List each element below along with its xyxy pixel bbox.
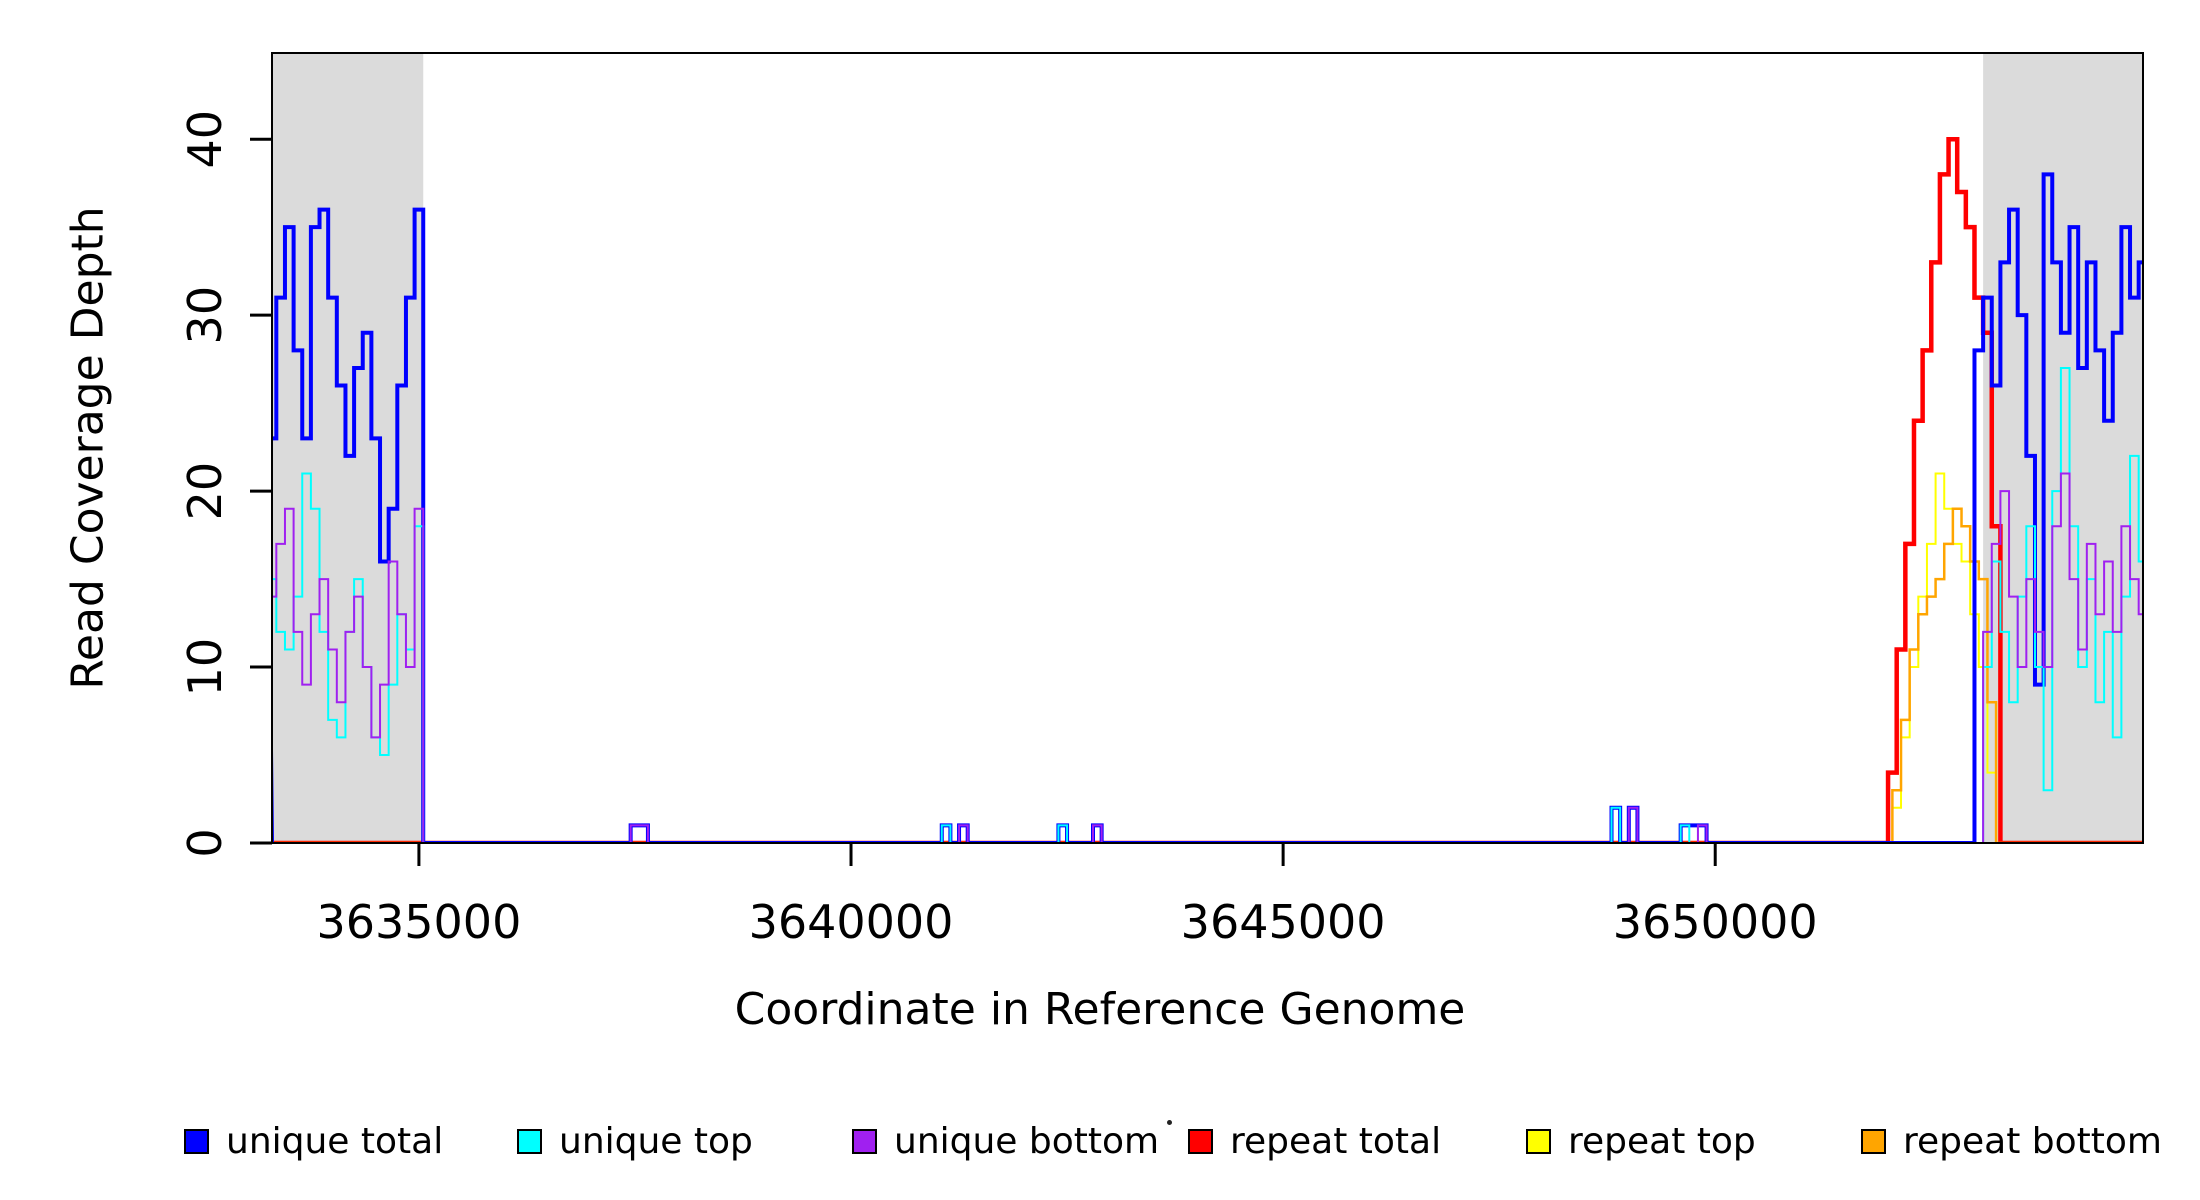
- shaded-region-right: [1983, 53, 2143, 843]
- plot-border: [271, 52, 2144, 844]
- y-tick-label: 20: [178, 462, 232, 521]
- y-axis-title: Read Coverage Depth: [62, 206, 114, 690]
- x-tick-label: 3645000: [1181, 895, 1386, 949]
- x-tick-label: 3650000: [1613, 895, 1818, 949]
- x-tick-label: 3635000: [316, 895, 521, 949]
- y-tick-label: 30: [178, 286, 232, 345]
- y-tick-label: 10: [178, 638, 232, 697]
- x-axis-title: Coordinate in Reference Genome: [734, 984, 1466, 1035]
- x-tick-label: 3640000: [749, 895, 954, 949]
- y-tick-label: 40: [178, 110, 232, 169]
- series-repeat-total: [272, 136, 2143, 843]
- shaded-region-left: [272, 53, 424, 843]
- series-repeat-bottom: [272, 507, 2143, 843]
- stray-dot: [1167, 1120, 1172, 1125]
- series-repeat-top: [272, 472, 2143, 843]
- series-unique-bottom: [272, 472, 2143, 843]
- series-unique-total: [272, 172, 2143, 843]
- series-unique-top: [272, 366, 2143, 843]
- y-tick-label: 0: [178, 828, 232, 857]
